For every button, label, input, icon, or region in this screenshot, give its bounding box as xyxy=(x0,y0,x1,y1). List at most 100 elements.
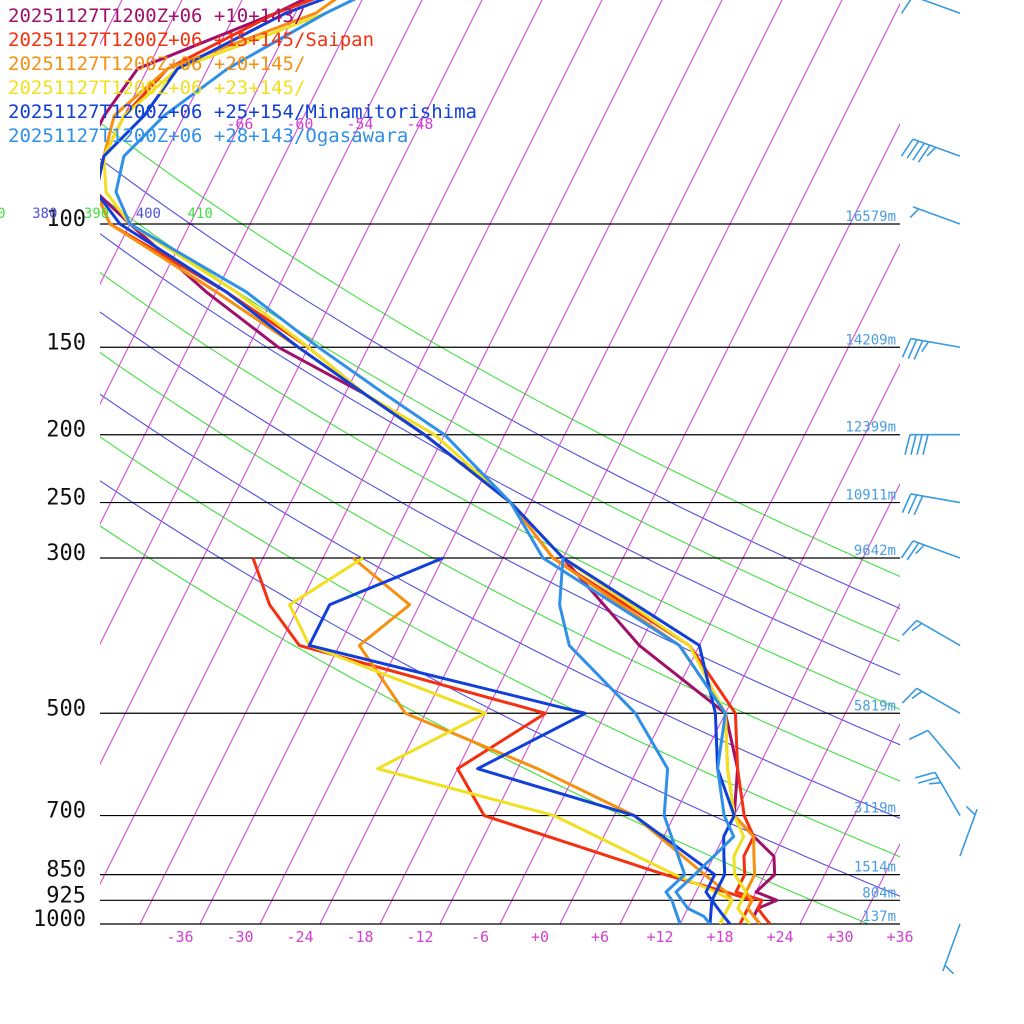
wind-barb-feather xyxy=(917,144,931,163)
upper-isotherm-label-1: -60 xyxy=(286,115,313,133)
wind-barb-2 xyxy=(909,206,961,225)
isotherms xyxy=(100,0,900,924)
isotherm--18 xyxy=(319,0,783,924)
wind-barb-feather xyxy=(916,434,923,455)
temperature-tick-11: +30 xyxy=(826,928,853,946)
temperature-tick-0: -36 xyxy=(166,928,193,946)
wind-barb-6 xyxy=(900,540,961,561)
dry-adiabat-360 xyxy=(100,311,900,746)
wind-barb-12 xyxy=(942,923,961,975)
height-label-150: 14209m xyxy=(845,332,896,348)
wind-barb-feather xyxy=(913,495,924,516)
dry-adiabat-400 xyxy=(100,158,900,610)
wind-barb-feather xyxy=(926,146,937,157)
isotherm--48 xyxy=(100,0,483,766)
theta-label-8: 390 xyxy=(84,206,109,222)
temperature-tick-12: +36 xyxy=(886,928,913,946)
wind-barb-1 xyxy=(900,138,961,163)
temperature-tick-10: +24 xyxy=(766,928,793,946)
dry-adiabat-380 xyxy=(100,232,900,676)
temperature-tick-5: -6 xyxy=(471,928,489,946)
pressure-label-700: 700 xyxy=(46,799,86,824)
temperature-tick-4: -12 xyxy=(406,928,433,946)
upper-isotherm-label-3: -48 xyxy=(406,115,433,133)
dry-adiabat-410 xyxy=(100,122,900,578)
height-label-1000: 137m xyxy=(862,909,896,925)
wind-barb-feather xyxy=(907,339,918,359)
temperature-tick-6: +0 xyxy=(531,928,549,946)
dewpoint-line-3 xyxy=(288,556,734,924)
dry-adiabat-370 xyxy=(100,271,900,710)
wind-barb-feather xyxy=(913,340,924,360)
legend-entry-3: 20251127T1200Z+06 +23+145/ xyxy=(8,77,305,99)
height-label-200: 12399m xyxy=(845,420,896,436)
wind-barb-feather xyxy=(901,619,918,636)
wind-barb-staff-2 xyxy=(912,206,961,225)
wind-barb-feather xyxy=(915,544,925,555)
theta-label-9: 400 xyxy=(136,206,161,222)
wind-barb-staff-11 xyxy=(959,808,978,857)
height-label-250: 10911m xyxy=(845,488,896,504)
wind-barb-feather xyxy=(906,140,920,159)
isotherm-12 xyxy=(619,362,900,924)
wind-barb-staff-0 xyxy=(921,0,961,15)
isotherm-30 xyxy=(799,722,900,924)
wind-barb-feather xyxy=(901,338,912,358)
isotherm-6 xyxy=(559,242,900,924)
isotherm--84 xyxy=(100,0,123,46)
axis-labels: 100 16579m 150 14209m 200 12399m 250 10911m 300 9… xyxy=(0,115,914,946)
temperature-tick-3: -18 xyxy=(346,928,373,946)
wind-barb-feather xyxy=(904,434,911,455)
temperature-tick-9: +18 xyxy=(706,928,733,946)
wind-barb-staff-3 xyxy=(910,337,961,349)
wind-barb-feather xyxy=(909,208,920,219)
pressure-label-850: 850 xyxy=(46,858,86,883)
wind-barb-feather xyxy=(910,434,917,455)
isotherm--30 xyxy=(199,0,663,924)
wind-barb-4 xyxy=(904,433,961,455)
wind-barb-feather xyxy=(906,542,920,561)
wind-barb-feather xyxy=(901,493,912,514)
wind-barb-feather xyxy=(900,540,914,559)
wind-barb-feather xyxy=(965,805,976,816)
wind-barb-feather xyxy=(900,0,912,14)
height-label-850: 1514m xyxy=(854,860,896,876)
temperature-tick-7: +6 xyxy=(591,928,609,946)
height-label-100: 16579m xyxy=(845,209,896,225)
wind-barb-staff-1 xyxy=(912,138,961,157)
wind-barb-feather xyxy=(911,690,923,699)
isotherm--42 xyxy=(100,0,543,886)
wind-barb-8 xyxy=(901,687,961,714)
upper-isotherm-label-0: -66 xyxy=(226,115,253,133)
wind-barb-staff-7 xyxy=(916,619,961,647)
wind-barb-9 xyxy=(908,729,961,770)
height-label-700: 3119m xyxy=(854,801,896,817)
isotherm--6 xyxy=(439,2,900,924)
height-label-925: 804m xyxy=(862,885,896,901)
isotherm-18 xyxy=(679,482,900,924)
isobars xyxy=(100,223,900,925)
wind-barb-feather xyxy=(908,729,929,741)
dry-adiabat-330 xyxy=(100,436,900,858)
pressure-label-500: 500 xyxy=(46,696,86,721)
wind-barb-feather xyxy=(922,434,929,455)
dry-adiabat-390 xyxy=(100,195,900,642)
upper-isotherm-label-2: -54 xyxy=(346,115,373,133)
dry-adiabat-320 xyxy=(100,480,900,897)
wind-barb-feather xyxy=(928,781,942,785)
wind-barb-0 xyxy=(900,0,961,15)
isotherm--60 xyxy=(100,0,363,526)
height-label-300: 9642m xyxy=(854,543,896,559)
wind-barb-7 xyxy=(901,619,961,647)
isotherm--12 xyxy=(379,0,843,924)
dewpoint-line-4 xyxy=(307,556,717,924)
height-label-500: 5819m xyxy=(854,698,896,714)
wind-barb-staff-8 xyxy=(916,687,961,714)
wind-barb-feather xyxy=(921,341,930,353)
pressure-label-1000: 1000 xyxy=(33,907,86,932)
isotherm--54 xyxy=(100,0,423,646)
pressure-label-300: 300 xyxy=(46,541,86,566)
isotherm-0 xyxy=(499,122,900,924)
theta-label-7: 380 xyxy=(32,206,57,222)
isotherm--72 xyxy=(100,0,243,286)
